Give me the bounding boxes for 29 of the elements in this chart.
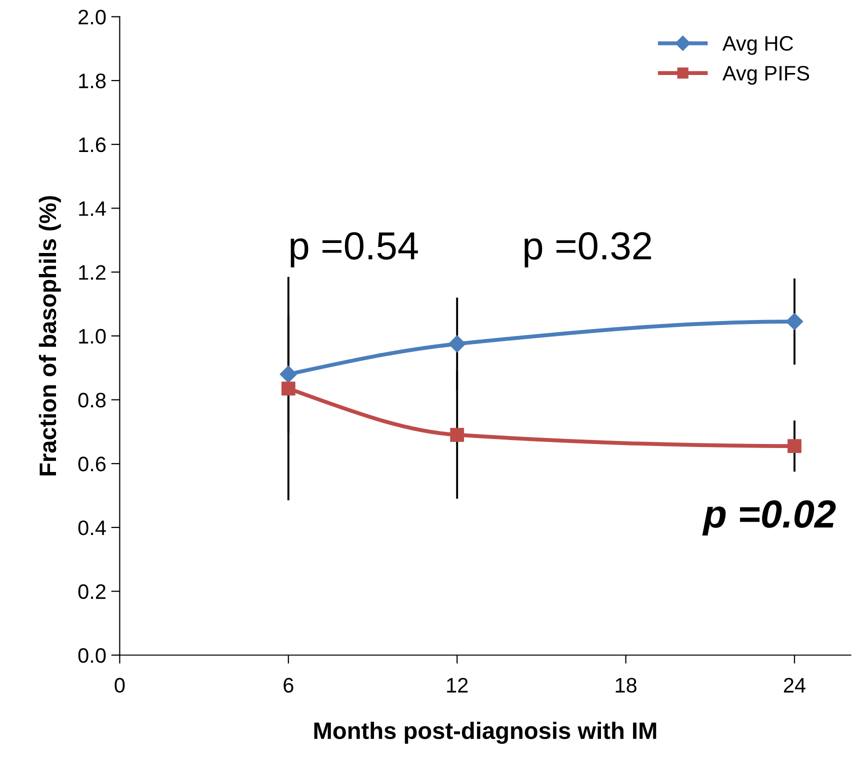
point <box>280 366 297 383</box>
y-tick-label: 0.2 <box>78 584 106 600</box>
point <box>450 428 464 442</box>
point <box>788 439 802 453</box>
x-tick-label: 24 <box>784 678 806 692</box>
y-axis-title: Fraction of basophils (%) <box>38 196 61 476</box>
x-tick-label: 12 <box>447 678 468 692</box>
point <box>281 382 296 396</box>
x-axis-title: Months post-diagnosis with IM <box>314 722 656 744</box>
y-tick-label: 1.8 <box>79 74 106 88</box>
y-tick-label: 0.0 <box>78 648 106 663</box>
point <box>786 313 804 330</box>
y-tick-label: 1.0 <box>79 328 106 344</box>
x-tick-label: 6 <box>284 678 294 693</box>
y-tick-label: 1.4 <box>79 201 106 216</box>
legend-label: Avg HC <box>722 36 794 55</box>
annotation: p =0.54 <box>290 232 418 268</box>
legend-label: Avg PIFS <box>722 66 810 85</box>
y-tick-label: 0.8 <box>78 392 106 408</box>
annotation: p =0.02 <box>702 500 836 536</box>
y-tick-label: 0.4 <box>78 520 106 536</box>
annotation: p =0.32 <box>524 232 652 268</box>
y-tick-label: 1.6 <box>79 137 106 152</box>
y-tick-label: 1.2 <box>79 265 106 280</box>
x-tick-label: 0 <box>114 678 125 693</box>
y-tick-label: 0.6 <box>78 456 106 472</box>
point <box>448 335 466 352</box>
y-tick-label: 2.0 <box>78 10 106 24</box>
x-tick-label: 18 <box>616 678 636 693</box>
